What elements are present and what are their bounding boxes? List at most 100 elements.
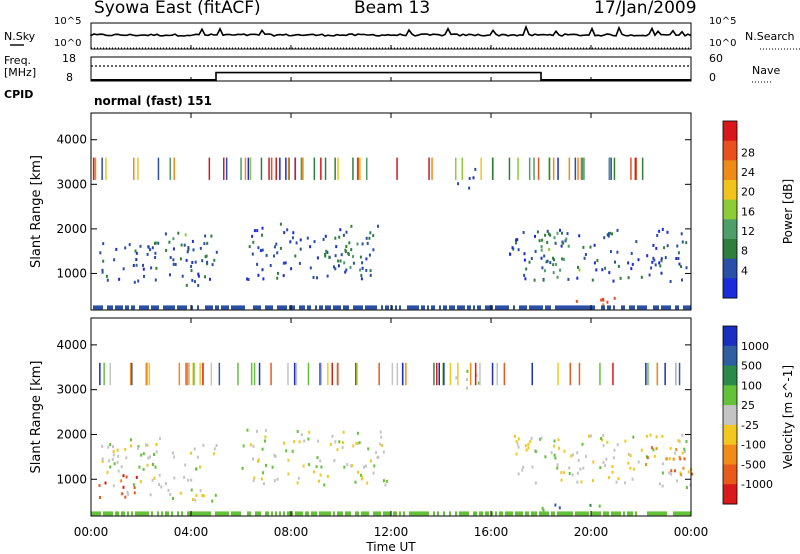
velocity-near-range-cell	[461, 511, 463, 516]
power-streak	[577, 157, 579, 180]
power-streak	[92, 157, 95, 180]
power-near-range-cell	[497, 305, 499, 310]
velocity-near-range-cell	[219, 511, 221, 516]
power-cell	[348, 241, 351, 245]
power-cell	[560, 244, 563, 248]
power-cell	[637, 258, 640, 262]
xtick-label: 08:00	[274, 525, 309, 539]
velocity-near-range-cell	[689, 511, 691, 516]
power-cell	[326, 274, 329, 278]
power-near-range-cell	[125, 305, 127, 310]
power-near-range-cell	[283, 305, 285, 310]
power-cell	[611, 232, 614, 236]
velocity-streak	[557, 362, 559, 386]
freq-label-line1: Freq.	[4, 54, 32, 67]
power-cell	[185, 283, 188, 287]
velocity-cell	[577, 459, 580, 462]
power-cell	[276, 276, 279, 280]
power-streak	[334, 157, 336, 180]
velocity-cell	[109, 465, 112, 469]
power-near-range-cell	[593, 305, 595, 310]
velocity-cell	[542, 508, 545, 512]
station-title: Syowa East (fitACF)	[94, 0, 261, 18]
velocity-streak	[438, 362, 440, 386]
velocity-near-range-cell	[509, 511, 511, 516]
power-cell	[118, 277, 121, 281]
power-cell	[575, 299, 578, 303]
power-cell	[678, 262, 681, 266]
velocity-cell	[252, 479, 255, 483]
velocity-near-range-cell	[659, 511, 661, 516]
power-near-range-cell	[585, 305, 587, 310]
power-near-range-cell	[337, 305, 339, 310]
velocity-streak	[99, 362, 101, 386]
power-cell	[262, 277, 265, 281]
power-scatter-cells	[92, 157, 691, 310]
power-near-range-cell	[541, 305, 543, 310]
velocity-cell	[684, 450, 686, 454]
power-streak	[491, 157, 494, 180]
velocity-near-range-cell	[685, 511, 687, 516]
power-colorbar-tick: 28	[741, 146, 755, 159]
velocity-cell	[367, 447, 370, 451]
velocity-near-range-cell	[597, 511, 599, 516]
power-streak	[634, 157, 637, 180]
power-cell	[544, 233, 547, 237]
velocity-cell	[672, 457, 675, 461]
power-cell	[522, 231, 525, 234]
velocity-streak	[569, 362, 571, 386]
power-colorbar-frame	[722, 120, 738, 299]
power-near-range-cell	[411, 305, 413, 310]
power-cell	[617, 264, 620, 268]
velocity-near-range-cell	[511, 511, 513, 516]
power-cell	[609, 231, 612, 235]
power-cell	[325, 249, 328, 253]
velocity-cell	[155, 443, 158, 446]
velocity-near-range-cell	[147, 511, 149, 516]
power-streak	[240, 157, 242, 180]
power-near-range-cell	[107, 305, 109, 310]
velocity-cell	[624, 439, 627, 443]
power-cell	[651, 260, 654, 264]
velocity-cell	[661, 484, 664, 488]
power-near-range-cell	[633, 305, 635, 310]
velocity-cell	[273, 479, 276, 483]
power-cell	[540, 256, 543, 260]
power-cell	[197, 274, 200, 278]
power-near-range-cell	[329, 305, 331, 310]
velocity-cell	[241, 466, 244, 470]
velocity-cell	[296, 481, 299, 485]
power-cell	[213, 258, 216, 262]
power-cell	[659, 264, 662, 268]
velocity-near-range-cell	[475, 511, 477, 516]
velocity-near-range-cell	[139, 511, 141, 516]
velocity-ytick-label: 4000	[56, 338, 87, 352]
velocity-near-range-cell	[347, 511, 349, 516]
velocity-colorbar-tick: 25	[741, 399, 755, 412]
power-near-range-cell	[587, 305, 589, 310]
velocity-cell	[127, 492, 130, 496]
power-near-range-cell	[143, 305, 145, 310]
velocity-cell	[172, 497, 174, 500]
nsky-tick-bottom: 10^0	[54, 38, 82, 49]
velocity-cell	[256, 429, 258, 433]
power-cell	[253, 229, 256, 233]
power-near-range-cell	[591, 305, 593, 310]
power-cell	[150, 266, 153, 270]
velocity-cell	[273, 453, 276, 457]
velocity-cell	[602, 444, 605, 448]
velocity-cell	[661, 462, 664, 466]
velocity-near-range-cell	[585, 511, 587, 516]
power-near-range-cell	[211, 305, 213, 310]
power-cell	[334, 254, 337, 258]
power-near-range-cell	[439, 305, 441, 310]
power-streak	[396, 157, 398, 180]
power-cell	[511, 246, 514, 250]
velocity-cell	[101, 460, 104, 463]
velocity-colorbar-swatch	[723, 365, 737, 386]
velocity-cell	[145, 443, 147, 447]
velocity-near-range-cell	[627, 511, 629, 516]
power-cell	[349, 265, 352, 269]
velocity-cell	[212, 452, 215, 456]
velocity-cell	[133, 491, 136, 495]
